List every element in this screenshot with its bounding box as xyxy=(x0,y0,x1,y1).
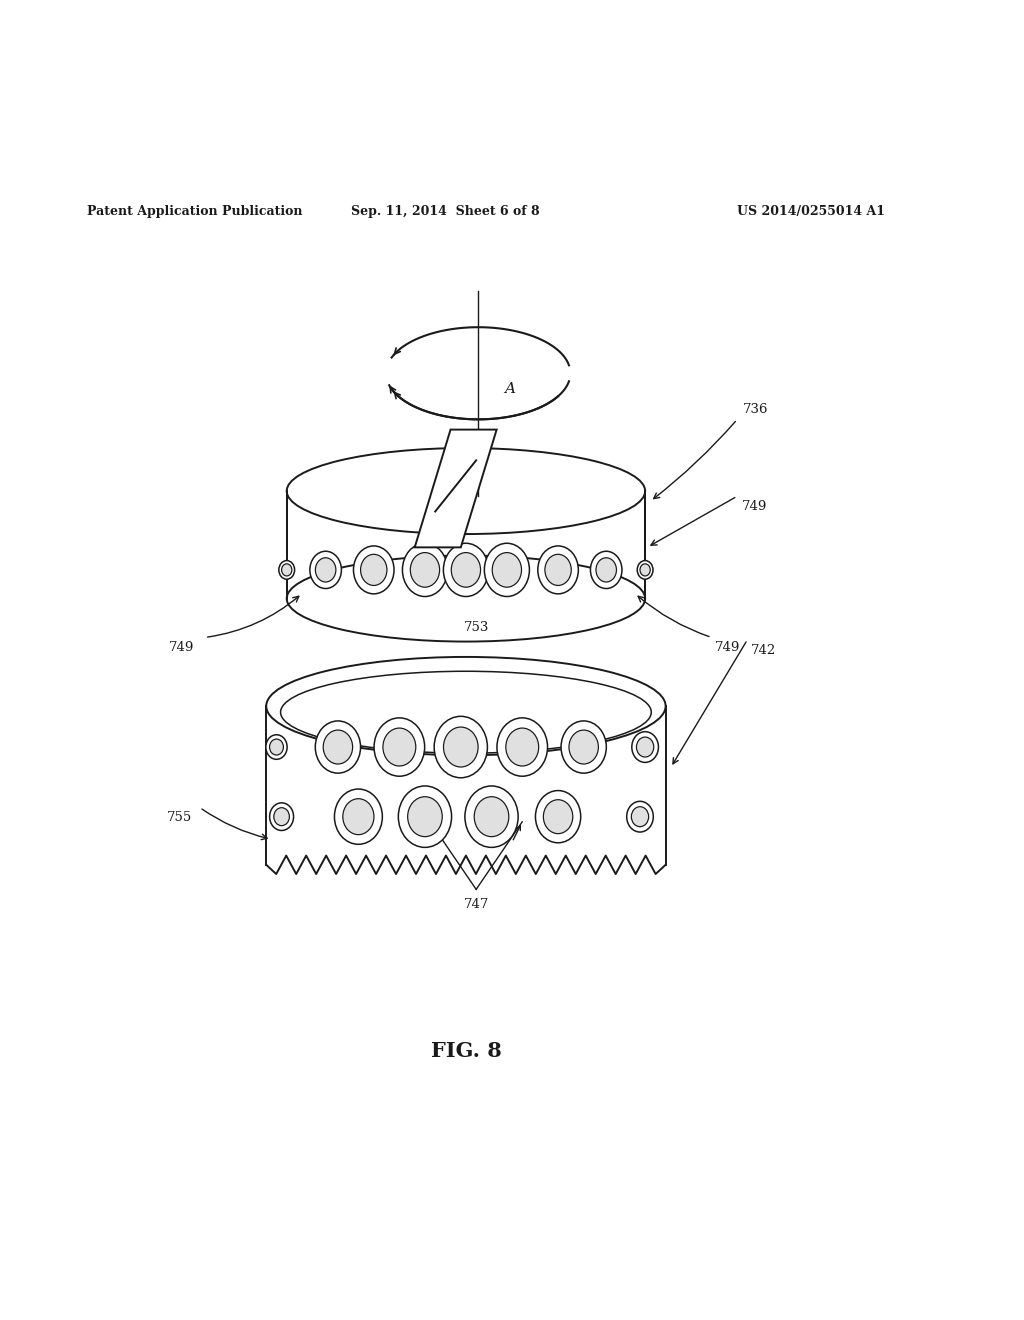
Ellipse shape xyxy=(474,797,509,837)
Text: 742: 742 xyxy=(751,644,776,656)
Ellipse shape xyxy=(632,731,658,763)
Ellipse shape xyxy=(281,672,651,754)
Polygon shape xyxy=(287,491,645,598)
Ellipse shape xyxy=(637,561,653,579)
Text: 749: 749 xyxy=(715,640,740,653)
Text: 749: 749 xyxy=(169,640,195,653)
Text: 747: 747 xyxy=(464,898,488,911)
Ellipse shape xyxy=(443,544,488,597)
Ellipse shape xyxy=(266,657,666,755)
Ellipse shape xyxy=(324,730,352,764)
Ellipse shape xyxy=(282,564,292,576)
Ellipse shape xyxy=(452,553,480,587)
Text: FIG. 8: FIG. 8 xyxy=(430,1041,502,1061)
Ellipse shape xyxy=(374,718,425,776)
Ellipse shape xyxy=(343,799,374,834)
Ellipse shape xyxy=(360,554,387,586)
Text: 753: 753 xyxy=(464,622,488,634)
Ellipse shape xyxy=(408,797,442,837)
Ellipse shape xyxy=(596,558,616,582)
Text: 736: 736 xyxy=(742,404,768,416)
Ellipse shape xyxy=(315,721,360,774)
Ellipse shape xyxy=(545,554,571,586)
Ellipse shape xyxy=(398,785,452,847)
Ellipse shape xyxy=(561,721,606,774)
Ellipse shape xyxy=(273,808,290,825)
Ellipse shape xyxy=(279,561,295,579)
Text: 755: 755 xyxy=(167,810,193,824)
Ellipse shape xyxy=(287,447,645,535)
Ellipse shape xyxy=(536,791,581,842)
Ellipse shape xyxy=(434,717,487,777)
Ellipse shape xyxy=(443,727,478,767)
Ellipse shape xyxy=(335,789,382,845)
Ellipse shape xyxy=(497,718,548,776)
Polygon shape xyxy=(415,429,497,548)
Ellipse shape xyxy=(627,801,653,832)
Ellipse shape xyxy=(266,735,287,759)
Ellipse shape xyxy=(310,552,341,589)
Ellipse shape xyxy=(538,546,579,594)
Text: Patent Application Publication: Patent Application Publication xyxy=(87,205,302,218)
Text: 749: 749 xyxy=(741,500,767,513)
Ellipse shape xyxy=(484,544,529,597)
Ellipse shape xyxy=(269,739,284,755)
Ellipse shape xyxy=(269,803,294,830)
Ellipse shape xyxy=(493,553,521,587)
Ellipse shape xyxy=(544,800,572,834)
Ellipse shape xyxy=(315,558,336,582)
Ellipse shape xyxy=(640,564,650,576)
Polygon shape xyxy=(266,706,666,865)
Ellipse shape xyxy=(353,546,394,594)
Ellipse shape xyxy=(591,552,622,589)
Ellipse shape xyxy=(287,556,645,642)
Text: A: A xyxy=(504,381,515,396)
Text: Sep. 11, 2014  Sheet 6 of 8: Sep. 11, 2014 Sheet 6 of 8 xyxy=(351,205,540,218)
Ellipse shape xyxy=(637,737,653,758)
Ellipse shape xyxy=(411,553,439,587)
Ellipse shape xyxy=(632,807,648,826)
Ellipse shape xyxy=(569,730,598,764)
Ellipse shape xyxy=(506,729,539,766)
Text: 751: 751 xyxy=(520,492,546,506)
Text: US 2014/0255014 A1: US 2014/0255014 A1 xyxy=(737,205,886,218)
Ellipse shape xyxy=(465,785,518,847)
Ellipse shape xyxy=(383,729,416,766)
Ellipse shape xyxy=(402,544,447,597)
